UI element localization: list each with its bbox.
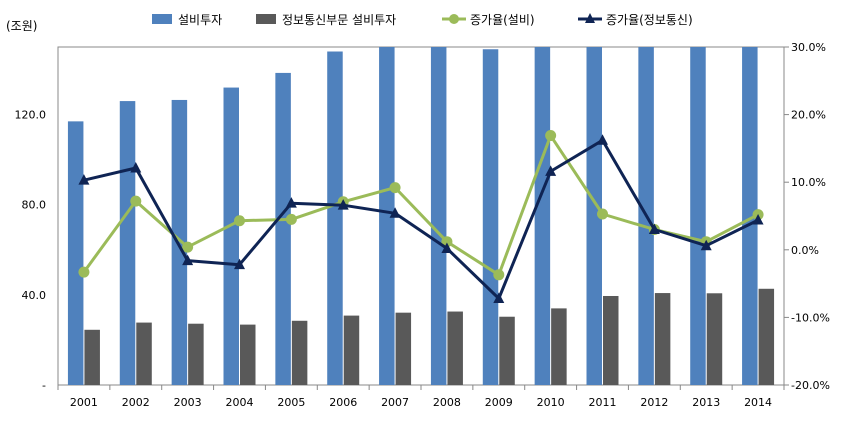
x-axis-tick-label: 2001 bbox=[70, 396, 98, 409]
bar-ict-2012 bbox=[654, 293, 671, 385]
point-facility-growth-2004 bbox=[234, 215, 245, 227]
bar-facility-2008 bbox=[430, 47, 447, 385]
point-facility-growth-2010 bbox=[545, 130, 557, 142]
bar-ict-2008 bbox=[447, 311, 463, 385]
legend: 설비투자 정보통신부문 설비투자 증가율(설비) 증가율(정보통신) bbox=[152, 13, 693, 27]
right-axis-tick-label: -10.0% bbox=[791, 311, 830, 324]
bar-facility-2014 bbox=[742, 47, 758, 385]
bar-facility-2006 bbox=[327, 51, 343, 386]
x-axis-tick-label: 2002 bbox=[122, 396, 150, 409]
line-series bbox=[78, 130, 764, 303]
bar-facility-2001 bbox=[67, 121, 84, 386]
point-ict-growth-2004 bbox=[234, 258, 245, 270]
legend-swatch bbox=[256, 14, 276, 24]
point-facility-growth-2009 bbox=[493, 269, 505, 281]
bar-ict-2011 bbox=[603, 295, 619, 385]
legend-marker bbox=[449, 14, 459, 24]
point-ict-growth-2008 bbox=[441, 242, 453, 253]
left-axis-unit-label: (조원) bbox=[6, 19, 37, 33]
bar-facility-2009 bbox=[482, 49, 499, 386]
point-ict-growth-2013 bbox=[700, 239, 712, 251]
left-axis-tick-label: 40.0 bbox=[22, 289, 47, 302]
point-ict-growth-2002 bbox=[130, 162, 142, 173]
bar-ict-2013 bbox=[706, 293, 723, 385]
bar-facility-2003 bbox=[171, 99, 188, 385]
x-axis-tick-label: 2010 bbox=[537, 396, 565, 409]
point-ict-growth-2011 bbox=[597, 134, 608, 145]
right-axis-tick-label: -20.0% bbox=[791, 379, 830, 392]
right-axis-tick-label: 20.0% bbox=[791, 109, 826, 122]
bar-facility-2013 bbox=[690, 47, 706, 385]
point-ict-growth-2007 bbox=[389, 207, 401, 218]
point-facility-growth-2011 bbox=[597, 208, 608, 220]
point-ict-growth-2006 bbox=[337, 199, 349, 210]
legend-swatch bbox=[152, 14, 172, 24]
bar-ict-2009 bbox=[499, 316, 515, 385]
point-facility-growth-2008 bbox=[441, 236, 453, 248]
point-facility-growth-2005 bbox=[285, 213, 297, 225]
x-axis-tick-label: 2012 bbox=[640, 396, 668, 409]
left-axis-tick-label: 120.0 bbox=[15, 109, 47, 122]
x-axis-tick-label: 2007 bbox=[381, 396, 409, 409]
right-axis-tick-label: 10.0% bbox=[791, 176, 826, 189]
point-facility-growth-2001 bbox=[78, 266, 90, 278]
bar-facility-2011 bbox=[586, 47, 602, 385]
point-ict-growth-2009 bbox=[493, 292, 505, 303]
point-ict-growth-2014 bbox=[752, 214, 764, 225]
point-facility-growth-2002 bbox=[130, 195, 142, 207]
x-axis-tick-label: 2003 bbox=[174, 396, 202, 409]
legend-label: 증가율(정보통신) bbox=[606, 13, 693, 27]
point-ict-growth-2010 bbox=[545, 165, 557, 176]
bar-ict-2004 bbox=[240, 324, 256, 385]
point-ict-growth-2012 bbox=[648, 223, 660, 235]
bar-facility-2010 bbox=[534, 47, 551, 385]
bar-ict-2003 bbox=[188, 323, 204, 385]
x-axis-tick-label: 2004 bbox=[226, 396, 254, 409]
x-axis-tick-label: 2014 bbox=[744, 396, 772, 409]
bar-facility-2007 bbox=[379, 47, 395, 385]
point-ict-growth-2005 bbox=[285, 197, 297, 208]
bar-facility-2002 bbox=[119, 101, 136, 385]
right-axis-tick-label: 30.0% bbox=[791, 41, 826, 54]
right-axis-tick-label: 0.0% bbox=[791, 244, 819, 257]
bar-ict-2001 bbox=[84, 329, 100, 385]
bar-ict-2007 bbox=[395, 312, 412, 385]
bar-ict-2006 bbox=[343, 315, 360, 385]
line-facility-growth bbox=[82, 134, 759, 277]
x-axis-tick-label: 2006 bbox=[329, 396, 357, 409]
left-axis-tick-label: - bbox=[42, 379, 46, 392]
x-axis-tick-label: 2005 bbox=[277, 396, 305, 409]
bar-ict-2002 bbox=[136, 322, 152, 385]
x-axis-tick-label: 2013 bbox=[692, 396, 720, 409]
line-ict-growth bbox=[83, 138, 759, 300]
point-ict-growth-2001 bbox=[78, 174, 90, 185]
bar-facility-2004 bbox=[223, 87, 239, 385]
left-axis-tick-label: 80.0 bbox=[22, 199, 47, 212]
x-axis-tick-label: 2011 bbox=[589, 396, 617, 409]
point-ict-growth-2003 bbox=[182, 254, 194, 266]
bar-ict-2014 bbox=[758, 288, 775, 385]
legend-label: 설비투자 bbox=[178, 13, 222, 27]
axes: - 40.0 80.0 120.0 -20.0% -10.0% 0.0% 10.0% 20.0%… bbox=[15, 41, 830, 409]
legend-label: 증가율(설비) bbox=[470, 13, 535, 27]
bar-ict-2005 bbox=[291, 320, 308, 385]
x-axis-tick-label: 2009 bbox=[485, 396, 513, 409]
bar-ict-2010 bbox=[551, 308, 567, 385]
bar-facility-2005 bbox=[275, 72, 291, 385]
point-facility-growth-2003 bbox=[182, 241, 194, 253]
point-facility-growth-2007 bbox=[389, 182, 401, 194]
legend-marker bbox=[585, 13, 595, 23]
legend-label: 정보통신부문 설비투자 bbox=[282, 13, 396, 27]
x-axis-tick-label: 2008 bbox=[433, 396, 461, 409]
